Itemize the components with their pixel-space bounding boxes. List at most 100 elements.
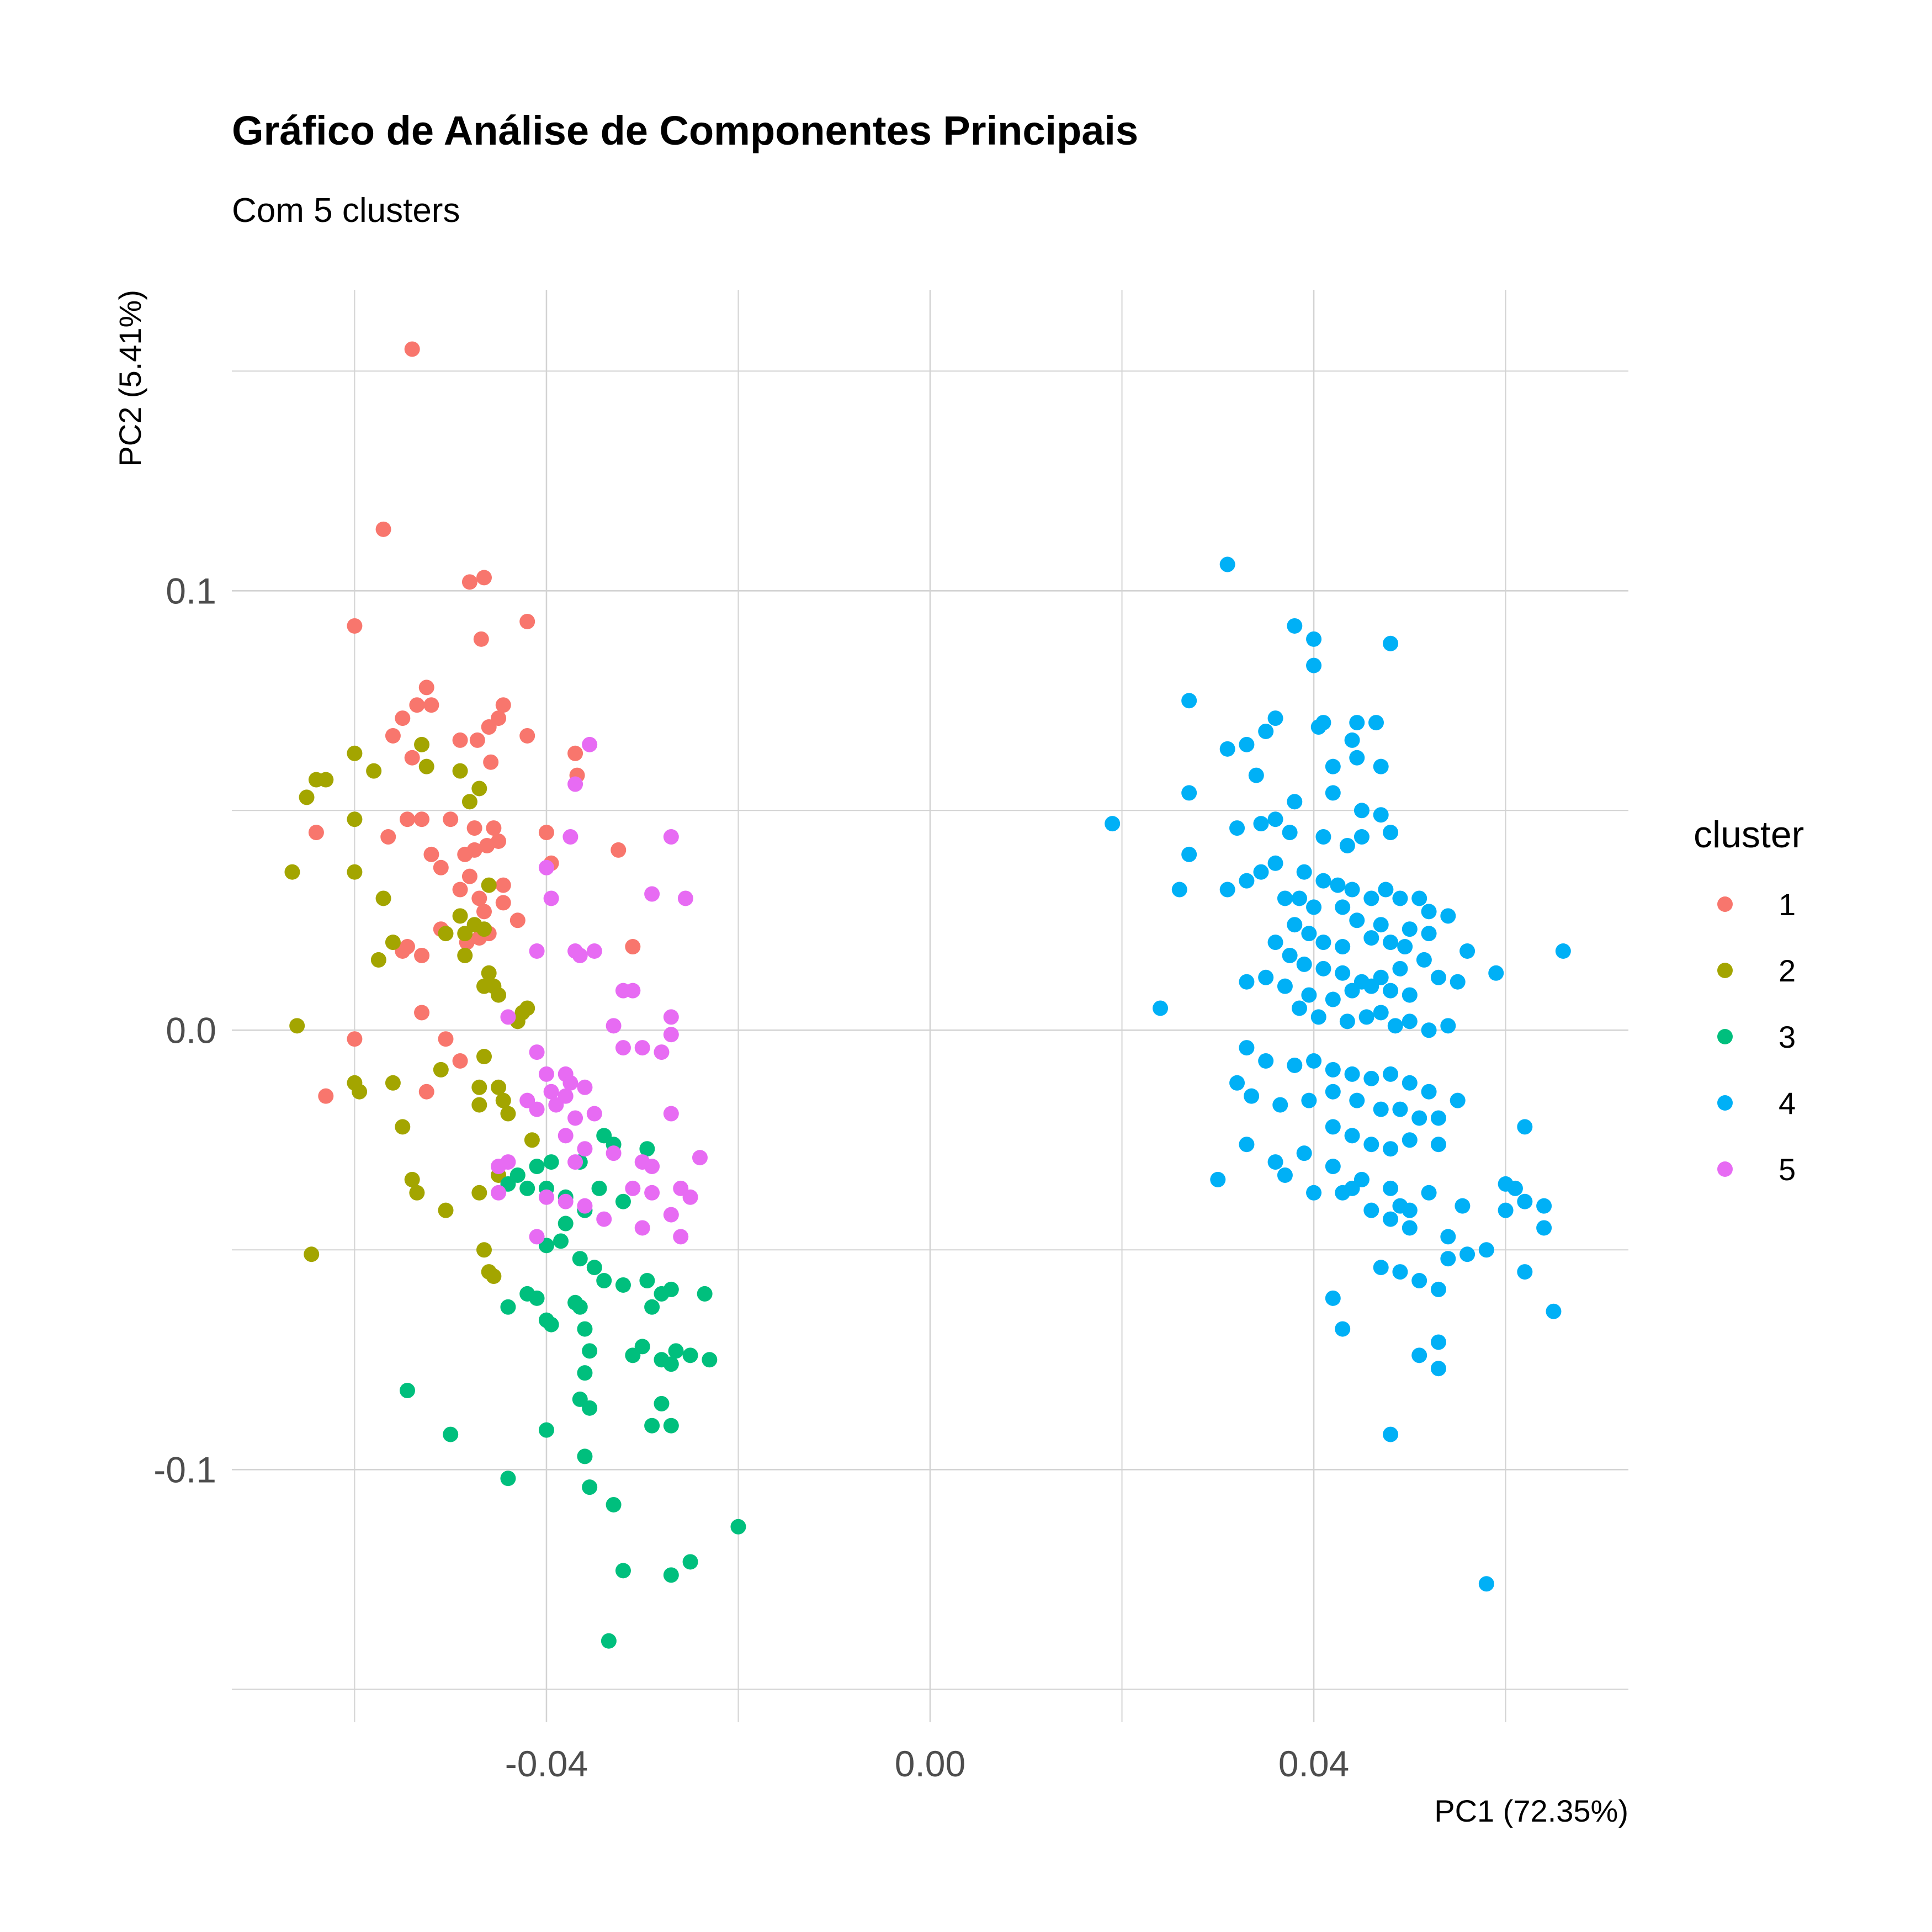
data-point [461,794,477,810]
chart-subtitle: Com 5 clusters [232,192,460,230]
data-point [697,1286,713,1302]
data-point [1459,1246,1475,1262]
series-cluster-3 [399,1128,746,1649]
data-point [1253,816,1269,832]
data-point [543,1317,559,1333]
data-point [347,745,363,761]
data-point [577,1365,593,1381]
data-point [1229,1075,1245,1091]
data-point [625,983,641,999]
data-point [1392,960,1408,976]
data-point [1430,1110,1446,1126]
data-point [395,1119,411,1135]
data-point [663,1281,679,1297]
data-point [457,926,473,942]
data-point [1310,1009,1326,1025]
data-point [1517,1264,1533,1280]
data-point [1378,882,1394,898]
data-point [1430,1361,1446,1377]
data-point [1344,1128,1360,1144]
data-point [452,908,468,924]
data-point [1181,846,1197,862]
data-point [375,890,391,906]
data-point [1421,1084,1437,1100]
data-point [682,1554,698,1570]
data-point [519,1092,535,1108]
data-point [1517,1119,1533,1135]
data-point [1335,899,1351,915]
data-point [1402,1220,1418,1236]
data-point [481,719,497,735]
data-point [1397,939,1413,955]
data-point [486,820,502,836]
data-point [1287,1057,1303,1073]
data-point [644,886,660,902]
data-point [1546,1303,1562,1319]
data-point [486,1268,502,1285]
data-point [491,1185,507,1201]
data-point [443,811,459,827]
data-point [1325,1290,1341,1306]
data-point [1383,1211,1399,1227]
data-point [1455,1198,1471,1214]
data-point [577,1448,593,1464]
data-point [1296,956,1312,972]
data-point [1392,1101,1408,1117]
data-point [1239,974,1255,990]
data-point [500,1299,516,1315]
data-point [1478,1576,1494,1592]
data-point [423,846,439,862]
data-point [318,772,334,788]
data-point [1296,864,1312,880]
data-point [1153,1000,1169,1016]
data-point [673,1229,689,1245]
data-point [1349,715,1365,731]
data-point [577,1321,593,1337]
data-point [639,1141,655,1157]
data-point [1181,785,1197,801]
data-point [500,1009,516,1025]
data-point [476,904,492,920]
data-point [1383,935,1399,951]
legend-key-2 [1717,963,1733,978]
data-point [347,864,363,880]
data-points [284,341,1571,1649]
data-point [1517,1193,1533,1209]
data-point [1325,1159,1341,1175]
data-point [1383,1426,1399,1442]
data-point [1440,908,1456,924]
data-point [414,1005,430,1021]
data-point [1363,890,1379,906]
data-point [591,1180,607,1196]
data-point [399,811,415,827]
data-point [1421,1185,1437,1201]
series-cluster-2 [284,736,540,1285]
data-point [529,1229,545,1245]
data-point [1402,1075,1418,1091]
data-point [1440,1251,1456,1267]
data-point [1440,1229,1456,1245]
data-point [1430,969,1446,985]
data-point [538,825,554,841]
data-point [284,864,300,880]
data-point [1239,1040,1255,1056]
data-point [644,1159,660,1175]
data-point [461,574,477,590]
data-point [558,1216,574,1232]
data-point [663,1418,679,1434]
data-point [634,1040,650,1056]
data-point [1219,882,1235,898]
data-point [1440,1018,1456,1034]
data-point [1310,719,1326,735]
data-point [567,1110,583,1126]
data-point [347,811,363,827]
data-point [519,728,535,744]
data-point [519,1000,535,1016]
legend-items: 1 2 3 4 5 [1717,887,1796,1187]
data-point [1383,1066,1399,1082]
data-point [366,763,382,779]
data-point [634,1339,650,1355]
data-point [1450,1092,1466,1108]
x-tick-label: 0.04 [1278,1743,1349,1784]
data-point [1335,1321,1351,1337]
